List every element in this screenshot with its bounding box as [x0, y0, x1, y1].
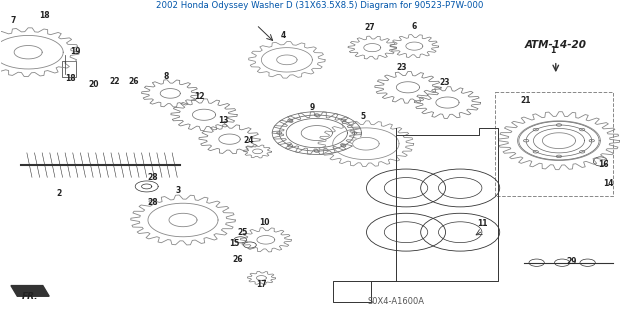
Polygon shape: [542, 133, 575, 149]
Text: 9: 9: [310, 103, 315, 112]
Text: 29: 29: [566, 257, 577, 266]
Polygon shape: [11, 286, 49, 296]
Text: 22: 22: [109, 77, 120, 86]
Text: FR.: FR.: [22, 292, 38, 301]
Text: 3: 3: [176, 186, 181, 195]
Text: ATM-14-20: ATM-14-20: [525, 40, 587, 50]
Polygon shape: [169, 213, 197, 227]
Text: 10: 10: [259, 218, 269, 226]
Text: 26: 26: [232, 255, 243, 264]
Text: 27: 27: [364, 23, 375, 32]
Text: 12: 12: [194, 92, 204, 100]
Text: 15: 15: [228, 239, 239, 248]
Polygon shape: [276, 55, 297, 65]
Text: 2: 2: [56, 189, 61, 197]
Polygon shape: [353, 137, 379, 150]
Text: 23: 23: [439, 78, 449, 87]
Text: 20: 20: [88, 80, 99, 89]
Text: 13: 13: [218, 116, 228, 125]
Bar: [495, 92, 613, 196]
Text: 16: 16: [598, 160, 609, 169]
Text: 7: 7: [10, 16, 15, 25]
Title: 2002 Honda Odyssey Washer D (31X63.5X8.5) Diagram for 90523-P7W-000: 2002 Honda Odyssey Washer D (31X63.5X8.5…: [156, 1, 484, 11]
Text: 24: 24: [243, 136, 254, 145]
Text: 14: 14: [603, 179, 613, 188]
Text: 26: 26: [129, 77, 139, 86]
Text: 11: 11: [477, 219, 488, 228]
Text: 1: 1: [550, 46, 556, 55]
Text: 25: 25: [237, 228, 248, 237]
Text: 18: 18: [65, 74, 76, 83]
Text: 21: 21: [520, 96, 531, 105]
Bar: [62, 61, 76, 77]
Text: S0X4-A1600A: S0X4-A1600A: [368, 297, 425, 306]
Text: 18: 18: [40, 11, 50, 20]
Text: 8: 8: [163, 72, 168, 81]
Polygon shape: [14, 46, 42, 59]
Text: 28: 28: [148, 173, 158, 182]
Text: 4: 4: [280, 32, 285, 41]
Text: 19: 19: [70, 47, 81, 56]
Text: 5: 5: [361, 112, 366, 121]
Text: 6: 6: [412, 22, 417, 31]
Text: 28: 28: [148, 198, 158, 207]
Text: 17: 17: [256, 280, 267, 289]
Text: 23: 23: [396, 63, 407, 72]
